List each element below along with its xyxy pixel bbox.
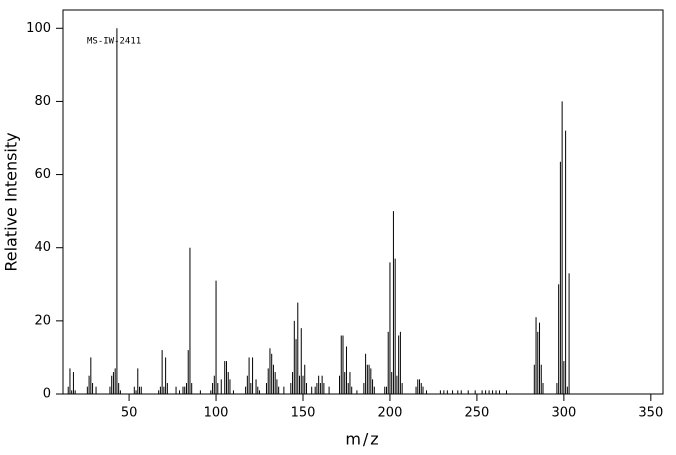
x-tick-label: 300 — [551, 406, 576, 421]
x-tick-label: 200 — [378, 406, 403, 421]
y-tick-label: 40 — [34, 240, 51, 255]
y-axis-label: Relative Intensity — [2, 132, 21, 271]
y-tick-label: 60 — [34, 167, 51, 182]
x-tick-label: 250 — [464, 406, 489, 421]
y-tick-label: 20 — [34, 313, 51, 328]
x-tick-label: 150 — [291, 406, 316, 421]
x-tick-label: 350 — [638, 406, 663, 421]
x-tick-label: 100 — [204, 406, 229, 421]
annotation: MS-IW-2411 — [87, 37, 141, 47]
x-tick-label: 50 — [121, 406, 138, 421]
y-tick-label: 0 — [43, 387, 51, 402]
x-axis-label: m/z — [345, 430, 380, 449]
plot-frame — [62, 9, 664, 395]
y-tick-label: 80 — [34, 94, 51, 109]
y-tick-label: 100 — [26, 21, 51, 36]
